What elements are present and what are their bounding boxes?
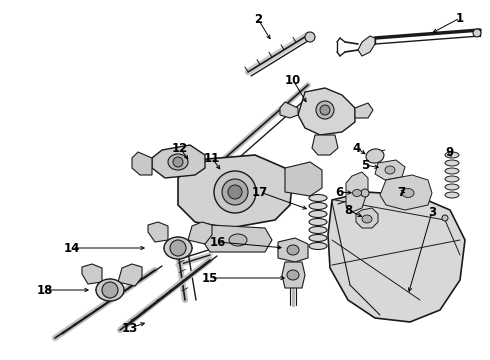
Ellipse shape <box>309 234 327 242</box>
Polygon shape <box>312 135 338 155</box>
Ellipse shape <box>366 149 384 163</box>
Polygon shape <box>285 162 322 196</box>
Text: 8: 8 <box>344 203 352 216</box>
Ellipse shape <box>445 176 459 182</box>
Polygon shape <box>148 222 168 242</box>
Ellipse shape <box>445 168 459 174</box>
Ellipse shape <box>309 219 327 225</box>
Polygon shape <box>356 208 378 228</box>
Polygon shape <box>132 152 152 175</box>
Ellipse shape <box>385 166 395 174</box>
Polygon shape <box>278 238 308 262</box>
Text: 16: 16 <box>210 235 226 248</box>
Ellipse shape <box>309 243 327 249</box>
Text: 3: 3 <box>428 206 436 219</box>
Ellipse shape <box>168 154 188 170</box>
Text: 4: 4 <box>353 141 361 154</box>
Text: 6: 6 <box>335 185 343 198</box>
Text: 11: 11 <box>204 152 220 165</box>
Ellipse shape <box>445 152 459 158</box>
Polygon shape <box>346 172 368 212</box>
Text: 17: 17 <box>252 185 268 198</box>
Polygon shape <box>282 262 305 288</box>
Ellipse shape <box>473 29 481 37</box>
Ellipse shape <box>222 179 248 205</box>
Text: 9: 9 <box>446 145 454 158</box>
Polygon shape <box>82 264 102 284</box>
Text: 15: 15 <box>202 271 218 284</box>
Polygon shape <box>118 264 142 286</box>
Text: 1: 1 <box>456 12 464 24</box>
Polygon shape <box>188 222 212 244</box>
Polygon shape <box>280 102 298 118</box>
Ellipse shape <box>229 234 247 246</box>
Ellipse shape <box>402 189 414 198</box>
Text: 12: 12 <box>172 141 188 154</box>
Polygon shape <box>355 103 373 118</box>
Text: 10: 10 <box>285 73 301 86</box>
Ellipse shape <box>228 185 242 199</box>
Ellipse shape <box>102 282 118 298</box>
Ellipse shape <box>352 189 362 197</box>
Ellipse shape <box>309 226 327 234</box>
Polygon shape <box>298 88 355 135</box>
Ellipse shape <box>309 194 327 202</box>
Ellipse shape <box>320 105 330 115</box>
Ellipse shape <box>170 240 186 256</box>
Ellipse shape <box>361 189 369 197</box>
Text: 13: 13 <box>122 321 138 334</box>
Ellipse shape <box>309 211 327 217</box>
Polygon shape <box>152 145 205 178</box>
Ellipse shape <box>305 32 315 42</box>
Text: 14: 14 <box>64 242 80 255</box>
Polygon shape <box>358 36 375 56</box>
Ellipse shape <box>445 192 459 198</box>
Ellipse shape <box>287 245 299 255</box>
Ellipse shape <box>287 270 299 280</box>
Text: 18: 18 <box>37 284 53 297</box>
Ellipse shape <box>442 215 448 221</box>
Polygon shape <box>380 175 432 210</box>
Ellipse shape <box>445 184 459 190</box>
Polygon shape <box>375 160 405 180</box>
Ellipse shape <box>309 202 327 210</box>
Text: 5: 5 <box>361 158 369 171</box>
Ellipse shape <box>316 101 334 119</box>
Ellipse shape <box>214 171 256 213</box>
Polygon shape <box>202 225 272 252</box>
Text: 7: 7 <box>397 185 405 198</box>
Ellipse shape <box>362 215 372 223</box>
Polygon shape <box>178 155 292 228</box>
Polygon shape <box>328 192 465 322</box>
Ellipse shape <box>96 279 124 301</box>
Ellipse shape <box>445 160 459 166</box>
Text: 2: 2 <box>254 13 262 26</box>
Ellipse shape <box>164 237 192 259</box>
Ellipse shape <box>173 157 183 167</box>
